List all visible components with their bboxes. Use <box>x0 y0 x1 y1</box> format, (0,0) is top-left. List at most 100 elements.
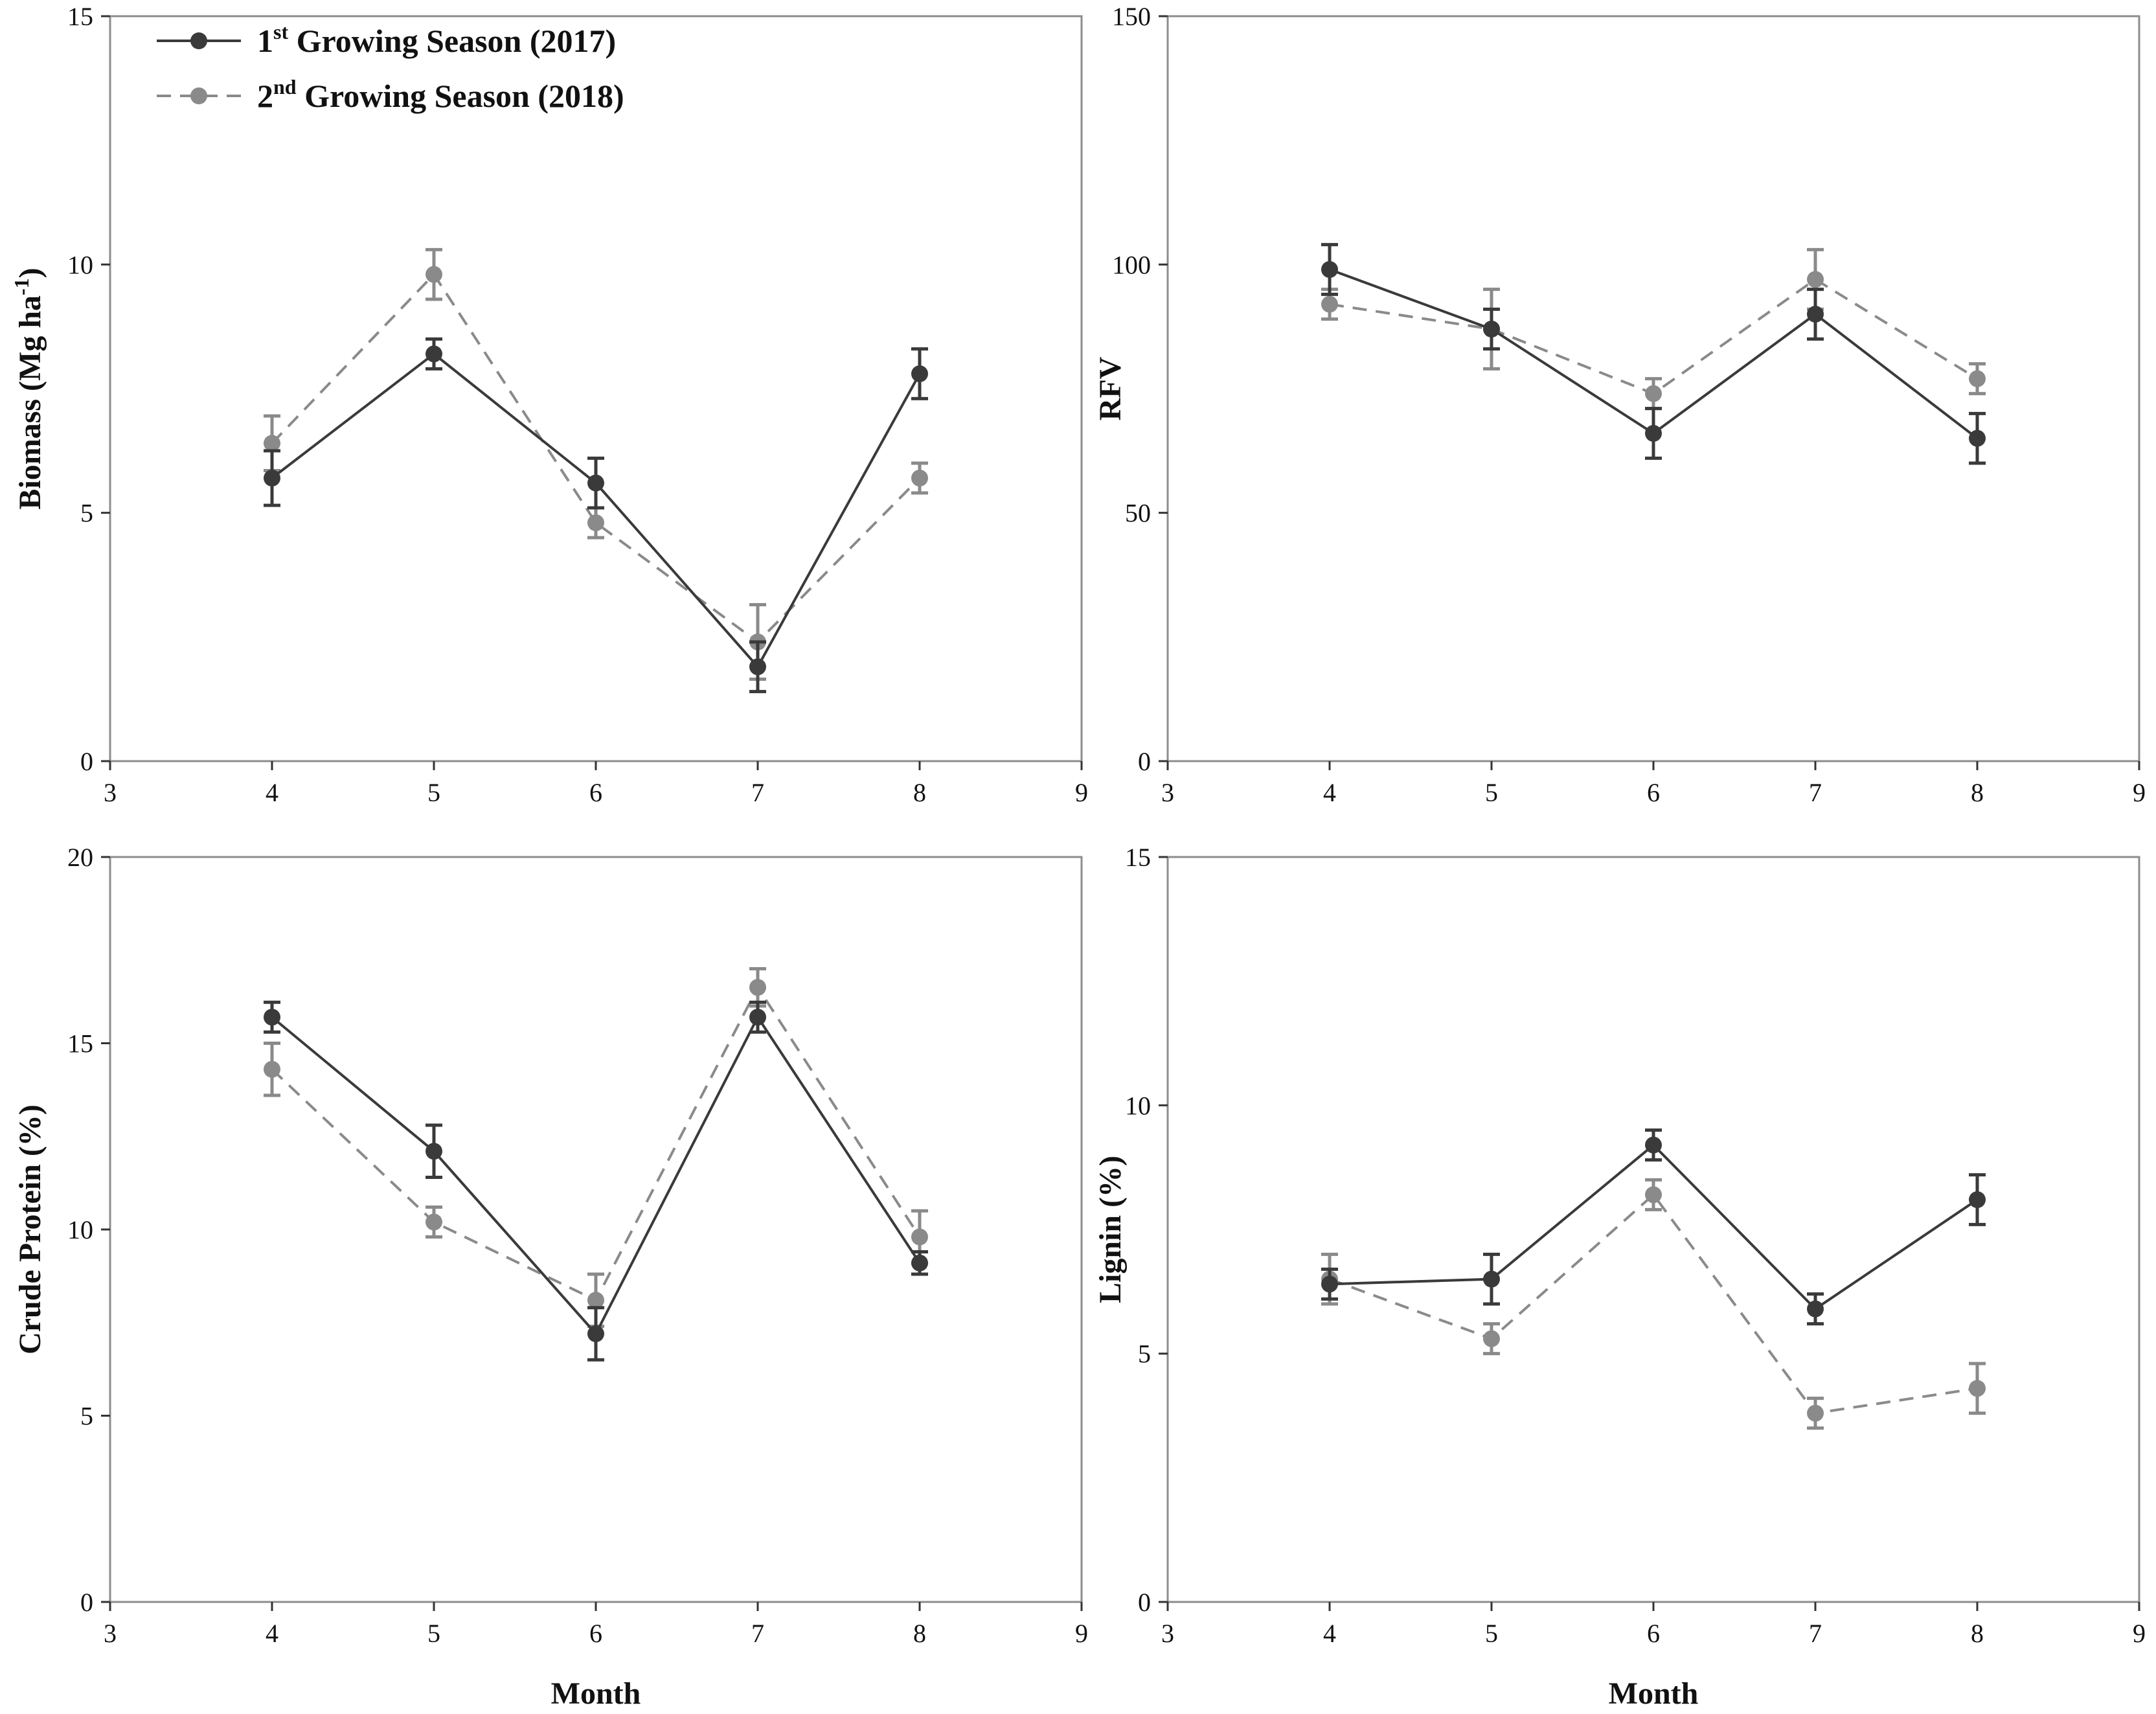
chart-panel-2: 3 4 5 6 7 8 9 0 50 100 150 RFV <box>1093 2 2146 807</box>
data-point <box>1483 1270 1500 1288</box>
data-point <box>1321 261 1338 278</box>
x-tick-label: 9 <box>2133 778 2146 807</box>
x-tick-label: 6 <box>589 778 602 807</box>
y-tick-label: 0 <box>1138 1588 1151 1617</box>
data-point <box>1483 1330 1500 1347</box>
data-point <box>1321 1275 1338 1293</box>
data-point <box>911 365 928 382</box>
plot-frame <box>109 15 1083 762</box>
data-point <box>426 1213 442 1231</box>
x-tick-label: 4 <box>266 778 278 807</box>
legend-marker-1 <box>190 32 207 49</box>
legend-label-1: 1st Growing Season (2017) <box>257 20 616 59</box>
data-point <box>264 470 280 486</box>
data-point <box>1483 321 1500 337</box>
y-tick-label: 150 <box>1112 2 1151 31</box>
legend-marker-2 <box>190 87 207 104</box>
data-point <box>1807 271 1824 288</box>
data-point <box>911 1254 928 1272</box>
data-point <box>587 1292 604 1309</box>
x-tick-label: 7 <box>751 1619 764 1648</box>
x-tick-label: 5 <box>427 778 440 807</box>
data-point <box>1807 1300 1824 1318</box>
series-line-1 <box>1329 1143 1979 1311</box>
data-point <box>749 1009 766 1026</box>
x-tick-label: 4 <box>1323 778 1336 807</box>
x-tick-label: 6 <box>589 1619 602 1648</box>
x-tick-label: 3 <box>104 1619 117 1648</box>
y-tick-label: 10 <box>67 1215 93 1244</box>
data-point <box>1645 385 1662 402</box>
data-point <box>1321 295 1338 313</box>
y-tick-label: 15 <box>67 1029 93 1058</box>
x-tick-label: 4 <box>1323 1619 1336 1648</box>
plot-frame <box>1166 856 2140 1603</box>
y-tick-label: 5 <box>1138 1340 1151 1369</box>
data-point <box>264 435 280 452</box>
plot-frame <box>109 856 1083 1603</box>
y-axis-title: Biomass (Mg ha-1) <box>10 268 47 509</box>
data-point <box>426 345 442 363</box>
series-line-2 <box>1329 1193 1978 1415</box>
x-tick-label: 7 <box>751 778 764 807</box>
x-tick-label: 3 <box>1161 778 1174 807</box>
y-axis-title: RFV <box>1093 356 1128 420</box>
data-point <box>587 474 604 492</box>
x-tick-label: 8 <box>913 1619 926 1648</box>
y-tick-label: 15 <box>67 2 93 31</box>
y-tick-label: 100 <box>1112 250 1151 279</box>
x-tick-label: 8 <box>1971 778 1984 807</box>
x-tick-label: 8 <box>913 778 926 807</box>
data-point <box>426 1143 442 1160</box>
x-tick-label: 5 <box>427 1619 440 1648</box>
legend: 1st Growing Season (2017) 2nd Growing Sea… <box>157 20 624 114</box>
y-tick-label: 5 <box>80 499 93 528</box>
x-axis-title: Month <box>551 1676 641 1711</box>
chart-panel-3: 3 4 5 6 7 8 9 0 5 10 15 20 Crude Protein (%) Month <box>13 843 1088 1711</box>
x-tick-label: 7 <box>1809 778 1822 807</box>
x-tick-label: 7 <box>1809 1619 1822 1648</box>
data-point <box>1969 370 1986 387</box>
data-point <box>1807 306 1824 323</box>
data-point <box>587 1325 604 1342</box>
y-tick-label: 20 <box>67 843 93 872</box>
x-axis-title: Month <box>1609 1676 1699 1711</box>
y-axis-title: Lignin (%) <box>1093 1156 1128 1303</box>
y-axis-title: Crude Protein (%) <box>13 1104 47 1354</box>
data-point <box>1645 1136 1662 1154</box>
chart-panel-1: 3 4 5 6 7 8 9 0 5 10 15 Biomass (Mg ha-1) <box>10 2 1088 807</box>
data-point <box>749 979 766 996</box>
chart-panel-4: 3 4 5 6 7 8 9 0 5 10 15 Lignin (%) Month <box>1093 843 2146 1711</box>
data-point <box>911 1228 928 1246</box>
y-tick-label: 0 <box>1138 747 1151 776</box>
data-point <box>749 658 766 676</box>
data-point <box>1969 1191 1986 1208</box>
data-point <box>426 266 442 283</box>
x-tick-label: 9 <box>1075 1619 1088 1648</box>
data-point <box>1807 1404 1824 1422</box>
legend-label-2: 2nd Growing Season (2018) <box>257 75 624 114</box>
y-tick-label: 0 <box>80 747 93 776</box>
x-tick-label: 9 <box>1075 778 1088 807</box>
data-point <box>1645 1186 1662 1204</box>
data-point <box>264 1060 280 1078</box>
y-tick-label: 50 <box>1125 499 1151 528</box>
series-line-2 <box>271 985 921 1302</box>
x-tick-label: 5 <box>1485 778 1498 807</box>
y-tick-label: 10 <box>67 250 93 279</box>
y-tick-label: 5 <box>80 1402 93 1431</box>
data-point <box>264 1009 280 1026</box>
data-point <box>1969 429 1986 447</box>
data-point <box>1645 425 1662 442</box>
x-tick-label: 3 <box>1161 1619 1174 1648</box>
x-tick-label: 6 <box>1647 778 1660 807</box>
series-line-2 <box>1329 277 1979 395</box>
data-point <box>911 470 928 486</box>
x-tick-label: 5 <box>1485 1619 1498 1648</box>
x-tick-label: 3 <box>104 778 117 807</box>
x-tick-label: 4 <box>266 1619 278 1648</box>
y-tick-label: 10 <box>1125 1091 1151 1120</box>
data-point <box>1969 1380 1986 1397</box>
x-tick-label: 6 <box>1647 1619 1660 1648</box>
